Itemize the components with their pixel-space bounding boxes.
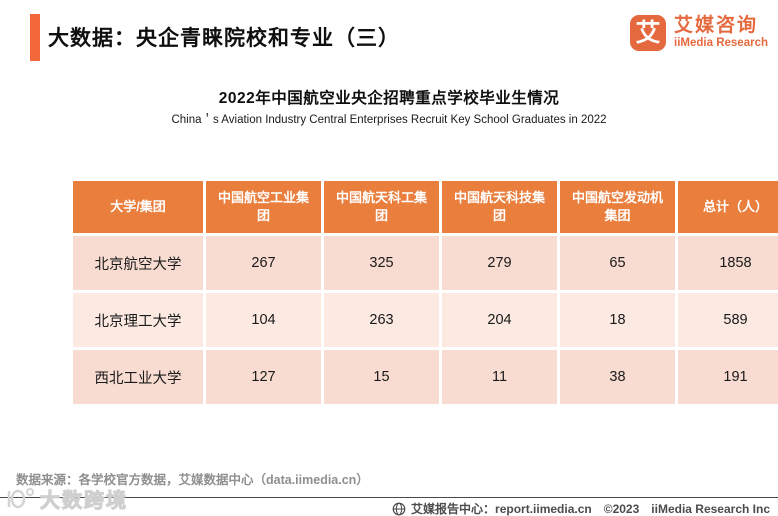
copyright-text: ©2023 [603,501,640,516]
cell-university: 西北工业大学 [73,350,203,404]
col-header-total: 总计（人） [678,181,778,233]
iimedia-logo-icon: 艾 [630,15,667,51]
logo-name-cn: 艾媒咨询 [674,14,759,36]
table-row: 西北工业大学 127 15 11 38 191 [73,350,778,404]
cell-value: 204 [442,293,557,347]
table-row: 北京航空大学 267 325 279 65 1858 [73,236,778,290]
page-title: 大数据：央企青睐院校和专业（三） [48,27,400,50]
cell-total: 589 [678,293,778,347]
col-header-casc: 中国航天科技集团 [442,181,557,233]
dashu-watermark: 大数跨境 [3,484,128,513]
report-center-text: 艾媒报告中心：report.iimedia.cn [411,502,592,516]
cell-value: 104 [206,293,321,347]
logo-name-en: iiMedia Research [674,36,768,49]
globe-icon [392,502,406,515]
cell-total: 1858 [678,236,778,290]
cell-university: 北京航空大学 [73,236,203,290]
cell-value: 18 [560,293,675,347]
cell-value: 263 [324,293,439,347]
title-accent-bar [30,14,40,61]
figure-subtitle: China＇s Aviation Industry Central Enterp… [171,114,607,126]
watermark-text: 大数跨境 [40,490,128,513]
cell-value: 15 [324,350,439,404]
graduates-table: 大学/集团 中国航空工业集团 中国航天科工集团 中国航天科技集团 中国航空发动机… [70,178,778,407]
dashu-watermark-icon [7,487,34,508]
iimedia-logo-text: 艾媒咨询 iiMedia Research [674,14,768,51]
cell-university: 北京理工大学 [73,293,203,347]
table-header-row: 大学/集团 中国航空工业集团 中国航天科工集团 中国航天科技集团 中国航空发动机… [73,181,778,233]
col-header-university: 大学/集团 [73,181,203,233]
footer-divider [0,497,778,498]
cell-value: 325 [324,236,439,290]
cell-value: 127 [206,350,321,404]
footer-info: 艾媒报告中心：report.iimedia.cn ©2023 iiMedia R… [392,500,770,516]
iimedia-logo: 艾 艾媒咨询 iiMedia Research [630,15,768,51]
cell-value: 279 [442,236,557,290]
data-source-note: 数据来源：各学校官方数据，艾媒数据中心（data.iimedia.cn） [16,473,369,487]
cell-value: 65 [560,236,675,290]
figure-title: 2022年中国航空业央企招聘重点学校毕业生情况 [218,90,560,107]
table-row: 北京理工大学 104 263 204 18 589 [73,293,778,347]
cell-value: 267 [206,236,321,290]
col-header-avic: 中国航空工业集团 [206,181,321,233]
cell-total: 191 [678,350,778,404]
cell-value: 11 [442,350,557,404]
col-header-casic: 中国航天科工集团 [324,181,439,233]
cell-value: 38 [560,350,675,404]
col-header-aecc: 中国航空发动机集团 [560,181,675,233]
company-name: iiMedia Research Inc [651,501,770,516]
